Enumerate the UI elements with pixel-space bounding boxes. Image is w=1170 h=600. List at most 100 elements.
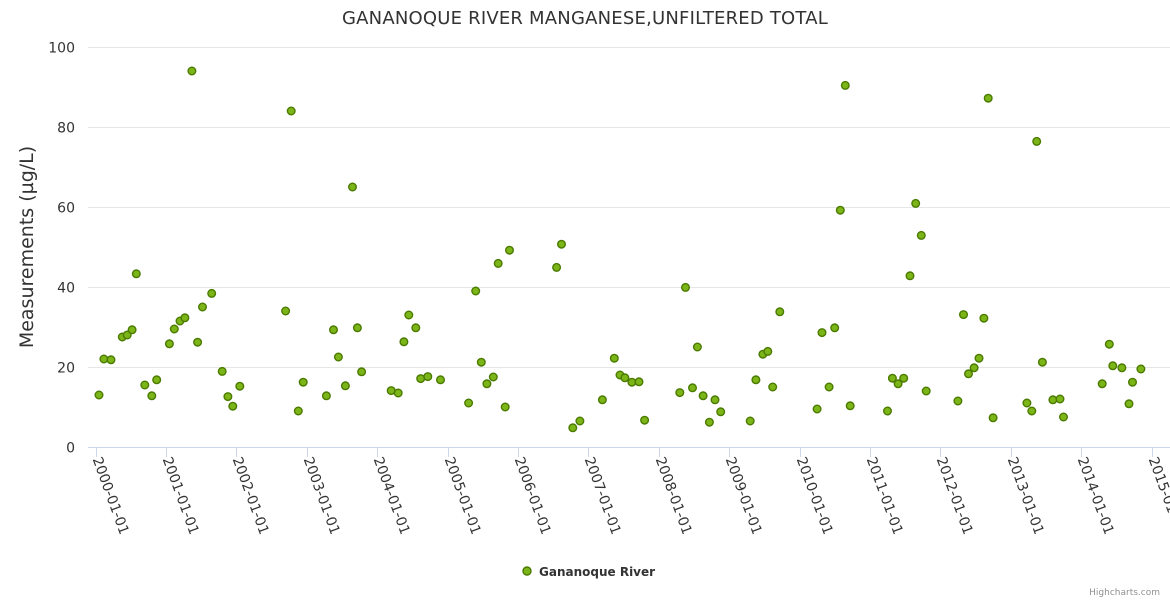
data-point[interactable] (911, 198, 921, 208)
data-point[interactable] (921, 386, 931, 396)
data-point[interactable] (775, 307, 785, 317)
data-point[interactable] (916, 230, 926, 240)
data-point[interactable] (127, 325, 137, 335)
data-point[interactable] (99, 354, 109, 364)
data-point[interactable] (140, 380, 150, 390)
data-point[interactable] (688, 383, 698, 393)
data-point[interactable] (333, 352, 343, 362)
data-point[interactable] (493, 258, 503, 268)
data-point[interactable] (959, 310, 969, 320)
data-point[interactable] (152, 375, 162, 385)
data-point[interactable] (393, 388, 403, 398)
data-point[interactable] (969, 363, 979, 373)
data-point[interactable] (681, 282, 691, 292)
data-point[interactable] (207, 288, 217, 298)
data-point[interactable] (1124, 399, 1134, 409)
data-point[interactable] (557, 239, 567, 249)
data-point[interactable] (197, 302, 207, 312)
data-point[interactable] (983, 93, 993, 103)
data-point[interactable] (710, 395, 720, 405)
data-point[interactable] (321, 391, 331, 401)
data-point[interactable] (716, 407, 726, 417)
data-point[interactable] (147, 391, 157, 401)
data-point[interactable] (893, 379, 903, 389)
data-point[interactable] (675, 388, 685, 398)
data-point[interactable] (357, 367, 367, 377)
data-point[interactable] (620, 373, 630, 383)
data-point[interactable] (812, 404, 822, 414)
data-point[interactable] (423, 372, 433, 382)
data-point[interactable] (106, 355, 116, 365)
legend[interactable]: Gananoque River (522, 565, 655, 579)
data-point[interactable] (751, 375, 761, 385)
data-point[interactable] (500, 402, 510, 412)
data-point[interactable] (692, 342, 702, 352)
data-point[interactable] (228, 401, 238, 411)
data-point[interactable] (223, 392, 233, 402)
data-point[interactable] (482, 379, 492, 389)
data-point[interactable] (763, 346, 773, 356)
data-point[interactable] (169, 324, 179, 334)
data-point[interactable] (698, 391, 708, 401)
data-point[interactable] (164, 339, 174, 349)
data-point[interactable] (488, 372, 498, 382)
data-point[interactable] (1058, 412, 1068, 422)
data-point[interactable] (745, 416, 755, 426)
credits-link[interactable]: Highcharts.com (1089, 588, 1160, 598)
data-point[interactable] (94, 390, 104, 400)
data-point[interactable] (840, 80, 850, 90)
data-point[interactable] (817, 328, 827, 338)
data-point[interactable] (704, 417, 714, 427)
data-point[interactable] (887, 373, 897, 383)
data-point[interactable] (471, 286, 481, 296)
data-point[interactable] (979, 313, 989, 323)
data-point[interactable] (404, 310, 414, 320)
data-point[interactable] (281, 306, 291, 316)
data-point[interactable] (1108, 361, 1118, 371)
data-point[interactable] (1022, 398, 1032, 408)
data-point[interactable] (293, 406, 303, 416)
data-point[interactable] (609, 353, 619, 363)
data-point[interactable] (505, 245, 515, 255)
data-point[interactable] (464, 398, 474, 408)
data-point[interactable] (824, 382, 834, 392)
data-point[interactable] (180, 313, 190, 323)
data-point[interactable] (217, 366, 227, 376)
data-point[interactable] (399, 337, 409, 347)
data-point[interactable] (634, 377, 644, 387)
data-point[interactable] (768, 382, 778, 392)
data-point[interactable] (905, 271, 915, 281)
data-point[interactable] (411, 323, 421, 333)
data-point[interactable] (1048, 395, 1058, 405)
data-point[interactable] (964, 369, 974, 379)
data-point[interactable] (988, 413, 998, 423)
data-point[interactable] (131, 269, 141, 279)
data-point[interactable] (329, 325, 339, 335)
data-point[interactable] (235, 381, 245, 391)
data-point[interactable] (193, 337, 203, 347)
data-point[interactable] (835, 205, 845, 215)
data-point[interactable] (899, 373, 909, 383)
data-point[interactable] (187, 66, 197, 76)
data-point[interactable] (575, 416, 585, 426)
data-point[interactable] (830, 323, 840, 333)
data-point[interactable] (883, 406, 893, 416)
data-point[interactable] (568, 423, 578, 433)
data-point[interactable] (845, 401, 855, 411)
data-point[interactable] (1104, 339, 1114, 349)
legend-label[interactable]: Gananoque River (539, 565, 655, 579)
data-point[interactable] (1055, 394, 1065, 404)
data-point[interactable] (298, 377, 308, 387)
data-point[interactable] (476, 357, 486, 367)
data-point[interactable] (974, 353, 984, 363)
data-point[interactable] (597, 395, 607, 405)
data-point[interactable] (436, 375, 446, 385)
data-point[interactable] (348, 182, 358, 192)
data-point[interactable] (640, 415, 650, 425)
data-point[interactable] (552, 262, 562, 272)
data-point[interactable] (1136, 364, 1146, 374)
data-point[interactable] (352, 323, 362, 333)
scatter-series[interactable] (94, 66, 1146, 433)
data-point[interactable] (1032, 136, 1042, 146)
data-point[interactable] (1117, 363, 1127, 373)
